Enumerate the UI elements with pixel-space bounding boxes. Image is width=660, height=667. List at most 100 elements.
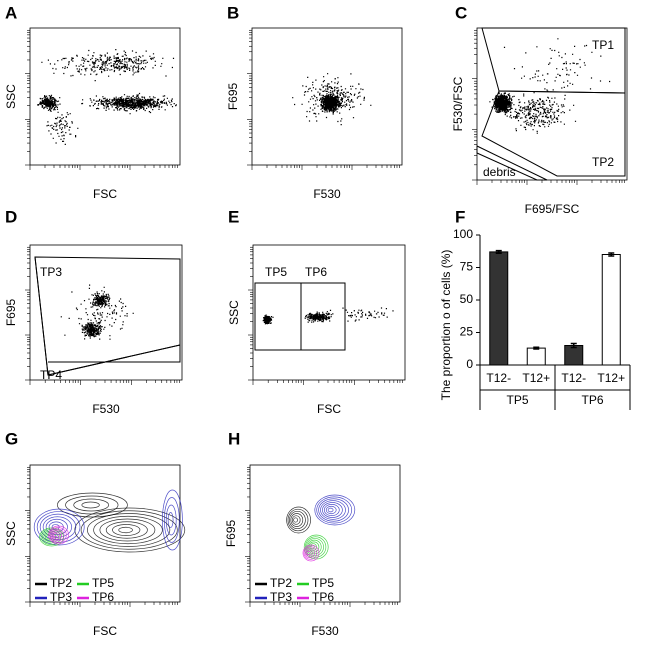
gate-label: debris [483, 165, 516, 179]
y-axis-label: F695 [4, 299, 18, 327]
density-contour [53, 533, 58, 537]
density-contour [45, 518, 68, 536]
bar [601, 254, 621, 366]
panel [25, 464, 186, 607]
density-contour [42, 516, 73, 538]
group-label: TP5 [506, 393, 528, 407]
density-contour [118, 526, 133, 534]
x-tick-label: T12- [561, 371, 586, 385]
bar [489, 251, 509, 366]
plot-frame [252, 244, 406, 381]
density-contour [318, 498, 349, 522]
legend-label: TP2 [270, 576, 292, 590]
density-contour [314, 494, 356, 526]
group-label: TP6 [581, 393, 603, 407]
density-contour [93, 515, 163, 545]
y-axis-label: SSC [4, 521, 18, 546]
y-tick-label: 75 [460, 260, 474, 274]
y-tick-label: 25 [460, 325, 474, 339]
density-contour [57, 492, 128, 518]
density-contour [286, 506, 311, 534]
density-contour [99, 518, 156, 542]
gate-label: TP6 [305, 265, 327, 279]
x-axis-label: F530 [313, 187, 341, 201]
plot-frame [29, 244, 183, 381]
density-contour [86, 513, 171, 547]
density-contour [167, 512, 174, 528]
plot-frame [251, 27, 403, 166]
panel [25, 27, 181, 170]
density-contour [105, 521, 148, 539]
y-axis-label: F695 [224, 520, 238, 548]
panel-letter: G [5, 429, 18, 448]
dot-cloud [60, 284, 134, 340]
gate-label: TP1 [592, 38, 614, 52]
density-contour [51, 524, 60, 530]
panel [247, 27, 403, 170]
density-contour [49, 527, 67, 543]
density-contour [163, 497, 180, 543]
dot-cloud [489, 38, 611, 134]
legend-label: TP3 [50, 590, 72, 604]
density-contour [80, 510, 178, 550]
density-contour [52, 531, 60, 539]
x-axis-label: FSC [93, 187, 117, 201]
gate [47, 344, 181, 376]
gate [254, 282, 302, 351]
dot-cloud [37, 49, 177, 145]
y-tick-label: 0 [466, 357, 473, 371]
y-axis-label: The proportion o of cells (%) [439, 250, 453, 401]
panel-letter: B [227, 3, 239, 22]
density-contour [304, 547, 315, 559]
panel-letter: D [5, 207, 17, 226]
y-axis-label: F530/FSC [451, 76, 465, 131]
density-contour [305, 549, 313, 557]
panel-letter: C [455, 3, 467, 22]
bar [564, 345, 584, 366]
density-contour [162, 489, 183, 551]
y-tick-label: 100 [453, 227, 473, 241]
x-axis-label: F530 [311, 624, 339, 638]
legend-label: TP5 [92, 576, 114, 590]
plot-frame [29, 27, 181, 166]
density-contour [74, 507, 186, 553]
density-contour [112, 524, 141, 536]
gate [481, 90, 626, 177]
density-contour [303, 546, 318, 560]
panel [472, 27, 628, 185]
density-contour [322, 502, 343, 518]
density-contour [287, 508, 309, 532]
legend-label: TP6 [92, 590, 114, 604]
dot-cloud [262, 307, 394, 325]
density-contour [306, 538, 324, 556]
gate-label: TP4 [40, 368, 62, 382]
density-contour [289, 510, 306, 530]
x-axis-label: FSC [93, 624, 117, 638]
density-contour [293, 517, 298, 523]
panel [25, 244, 183, 385]
x-tick-label: T12- [486, 371, 511, 385]
panel [248, 244, 406, 385]
density-contour [290, 513, 304, 527]
density-contour [291, 515, 301, 525]
legend-label: TP6 [312, 590, 334, 604]
density-contour [320, 500, 346, 520]
x-tick-label: T12+ [522, 371, 550, 385]
panel [245, 464, 401, 607]
plot-frame [29, 464, 181, 603]
density-contour [165, 504, 177, 536]
density-contour [33, 508, 85, 546]
x-tick-label: T12+ [597, 371, 625, 385]
density-contour [73, 498, 110, 512]
y-axis-label: SSC [227, 300, 241, 325]
y-axis-label: SSC [4, 84, 18, 109]
density-contour [316, 496, 353, 524]
panel-letter: A [5, 3, 17, 22]
density-contour [327, 507, 334, 513]
density-contour [42, 530, 59, 544]
x-axis-label: F695/FSC [525, 202, 580, 216]
panel-letter: H [228, 429, 240, 448]
panel-letter: F [455, 207, 465, 226]
plot-frame [249, 464, 401, 603]
